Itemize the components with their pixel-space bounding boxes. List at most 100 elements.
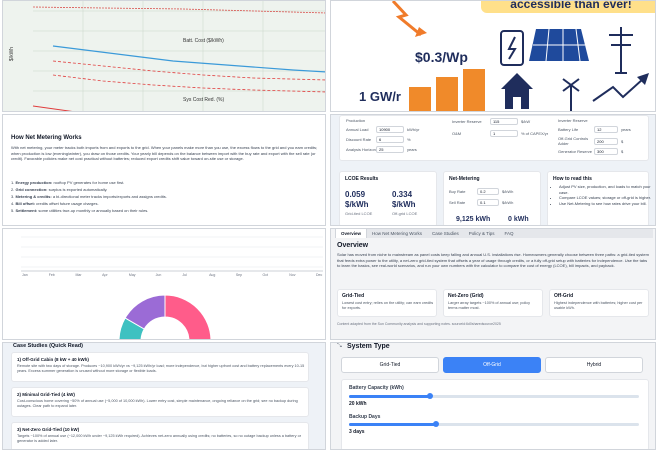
controls-adder-input[interactable]: 200 <box>594 137 618 145</box>
capacity-label: 1 GW/r <box>359 89 401 104</box>
field-battery-life: Battery Life 12 years <box>558 126 631 133</box>
tab-faq[interactable]: FAQ <box>504 231 514 236</box>
field-label: Battery Life <box>558 127 579 132</box>
donut-slice <box>118 317 145 339</box>
backup-days-value: 3 days <box>349 429 365 435</box>
calculator-panel: Production Annual Load 10900 kWh/yr Disc… <box>330 114 656 226</box>
tab-overview[interactable]: Overview <box>335 229 368 238</box>
trend-arrow-icon <box>592 73 649 102</box>
field-inverter-reserve: Inverter Reserve 115 $/kW <box>452 118 530 125</box>
how-net-metering-panel: How Net Metering Works With net metering… <box>2 114 326 226</box>
overview-text: Solar has moved from niche to mainstream… <box>337 252 649 268</box>
how-to-read-title: How to read this <box>553 176 592 182</box>
monthly-chart-panel: Jan Feb Mar Apr May Jun Jul Aug Sep Oct Nov Dec <box>2 228 326 340</box>
overview-card-title: Grid-Tied <box>342 293 365 299</box>
step-number: 2. <box>11 187 15 192</box>
net-kwh-b: 0 kWh <box>508 216 529 223</box>
step-bold: Energy production: <box>15 180 53 185</box>
batt-cost-label: Batt. Cost ($/kWh) <box>183 38 224 44</box>
slider-fill <box>349 395 431 398</box>
field-unit: $/kWh <box>502 189 514 194</box>
system-type-panel: ⤡ System Type Grid-Tied Off-Grid Hybrid … <box>330 342 656 450</box>
overview-card-title: Net-Zero (Grid) <box>448 293 484 299</box>
month-label: Apr <box>102 273 108 277</box>
how-to-read-list: Adjust PV size, production, and loads to… <box>553 184 651 206</box>
off-grid-button[interactable]: Off-Grid <box>443 357 541 373</box>
case-study-title: 2) Minimal Grid-Tied (4 kW) <box>17 392 75 397</box>
overview-card-title: Off-Grid <box>554 293 574 299</box>
om-input[interactable]: 1 <box>490 130 518 137</box>
discount-rate-input[interactable]: 6 <box>376 136 404 143</box>
month-label: Jul <box>182 273 187 277</box>
tab-how-net-metering[interactable]: How Net Metering Works <box>372 231 422 236</box>
field-label: Sell Rate <box>449 200 466 205</box>
wind-turbine-icon <box>562 78 580 111</box>
step-text: a bi-directional meter tracks imports/ex… <box>51 194 167 199</box>
overview-card-net-zero: Net-Zero (Grid) Larger array targets ~10… <box>443 289 543 317</box>
step-number: 3. <box>11 194 15 199</box>
hybrid-button[interactable]: Hybrid <box>545 357 643 373</box>
cost-decline-chart: $/kWh Batt. Cost ($/kWh) Sys Cost Red. (… <box>2 0 326 112</box>
inverter-reserve-input[interactable]: 115 <box>490 118 518 125</box>
overview-card-grid-tied: Grid-Tied Lowest cost entry; relies on t… <box>337 289 437 317</box>
step-number: 5. <box>11 208 15 213</box>
solar-panel-icon <box>529 28 589 62</box>
month-label: Oct <box>262 273 268 277</box>
bar-3 <box>463 69 485 111</box>
solar-infographic: accessible than ever! <box>330 0 656 112</box>
field-unit: $/kWh <box>502 200 514 205</box>
lcoe-value-2: 0.334 <box>392 190 413 199</box>
field-buy-rate: Buy Rate 0.2 $/kWh <box>449 188 513 195</box>
step-bold: Bill offset: <box>15 201 36 206</box>
field-unit: % of CAPEX/yr <box>521 131 549 136</box>
step-item: 2. Grid connection: surplus is exported … <box>11 186 319 193</box>
infographic-headline: accessible than ever! <box>481 1 655 13</box>
case-study-title: 1) Off-Grid Cabin (8 kW + 40 kWh) <box>17 357 89 362</box>
system-type-icon: ⤡ <box>337 343 342 349</box>
lcoe-unit-1: $/kWh <box>345 200 369 209</box>
buy-rate-input[interactable]: 0.2 <box>477 188 499 195</box>
field-unit: kWh/yr <box>407 127 420 132</box>
field-unit: $ <box>621 138 624 144</box>
field-analysis-horizon: Analysis Horizon 25 years <box>346 146 417 153</box>
field-label: Annual Load <box>346 127 369 132</box>
lightning-icon <box>391 1 422 37</box>
battery-capacity-slider[interactable] <box>349 393 639 399</box>
field-label: Analysis Horizon <box>346 147 376 152</box>
annual-load-input[interactable]: 10900 <box>376 126 404 133</box>
step-bold: Settlement: <box>15 208 38 213</box>
field-generator-reserve: Generator Reserve 300 $ <box>558 148 623 155</box>
tab-policy-tips[interactable]: Policy & Tips <box>468 231 495 236</box>
battery-life-input[interactable]: 12 <box>594 126 618 133</box>
field-sell-rate: Sell Rate 0.1 $/kWh <box>449 199 513 206</box>
calculator-inputs-card: Production Annual Load 10900 kWh/yr Disc… <box>339 115 649 161</box>
series-red-top <box>32 6 325 14</box>
backup-days-slider[interactable] <box>349 421 639 427</box>
step-text: credits offset future usage charges. <box>35 201 99 206</box>
tab-case-studies[interactable]: Case Studies <box>431 231 459 236</box>
net-kwh-a: 9,125 kWh <box>456 216 491 223</box>
series-tail <box>32 105 73 111</box>
slider-knob[interactable] <box>427 393 434 399</box>
monthly-gridlines <box>21 236 323 268</box>
battery-icon <box>500 30 524 66</box>
chart-gridlines <box>33 1 325 111</box>
slider-fill <box>349 423 436 426</box>
sell-rate-input[interactable]: 0.1 <box>477 199 499 206</box>
how-net-metering-steps: 1. Energy production: rooftop PV generat… <box>11 179 319 214</box>
slider-knob[interactable] <box>433 421 439 427</box>
analysis-horizon-input[interactable]: 25 <box>376 146 404 153</box>
field-annual-load: Annual Load 10900 kWh/yr <box>346 126 419 133</box>
battery-capacity-value: 20 kWh <box>349 401 367 407</box>
overview-card-text: Larger array targets ~100% of annual use… <box>448 301 530 310</box>
generator-reserve-input[interactable]: 300 <box>594 148 618 155</box>
case-study-text: Targets ~100% of annual use (~12,000 kWh… <box>17 434 301 443</box>
overview-panel: Overview How Net Metering Works Case Stu… <box>330 228 656 340</box>
field-label: Inverter Reserve <box>558 118 588 123</box>
grid-tied-button[interactable]: Grid-Tied <box>341 357 439 373</box>
system-type-title: System Type <box>347 343 390 350</box>
infographic-art <box>391 1 649 111</box>
donut-slice <box>164 294 212 339</box>
lcoe-sub-1: Grid-tied LCOE <box>345 211 373 216</box>
step-number: 1. <box>11 180 15 185</box>
